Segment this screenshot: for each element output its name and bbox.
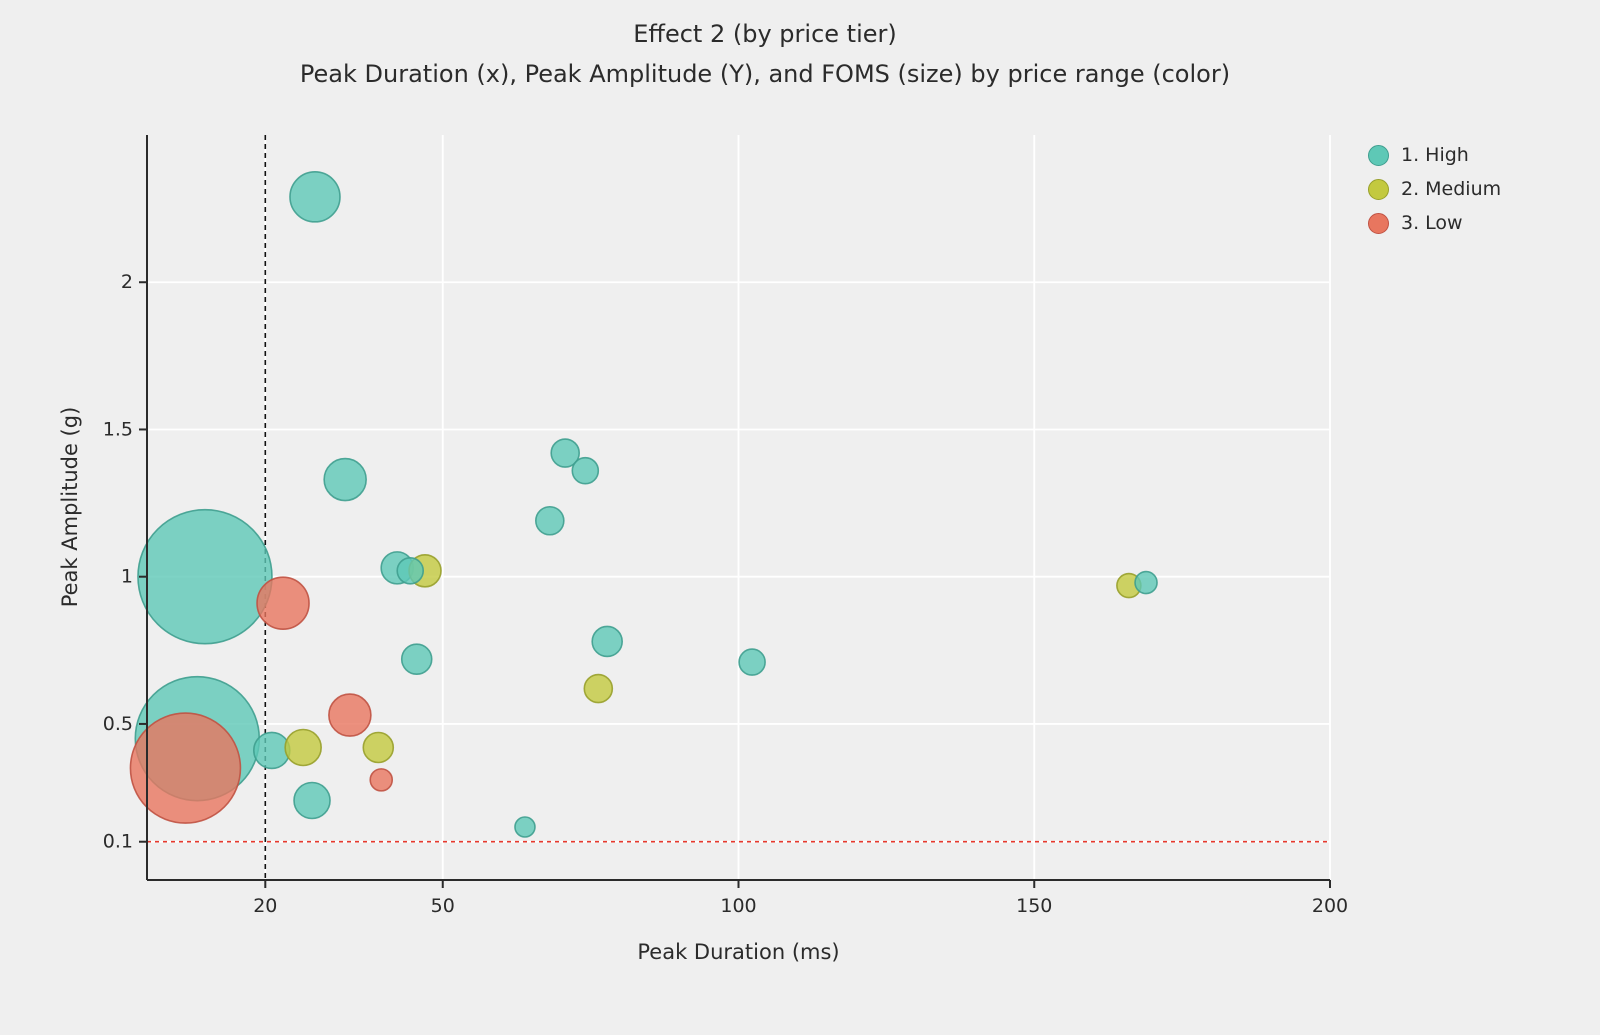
bubble <box>293 781 331 820</box>
bubble <box>129 712 242 824</box>
bubble <box>583 673 614 704</box>
bubble <box>253 731 291 770</box>
bubble <box>535 505 565 536</box>
bubble <box>323 457 367 502</box>
bubble <box>1134 570 1158 595</box>
legend-marker-icon <box>1368 144 1389 166</box>
chart-subtitle: Peak Duration (x), Peak Amplitude (Y), a… <box>299 60 1231 88</box>
chart-title: Effect 2 (by price tier) <box>633 20 897 48</box>
y-tick-label: 0.1 <box>103 831 133 853</box>
legend-item: 1. High <box>1368 144 1501 166</box>
bubble <box>400 643 433 675</box>
legend-label: 2. Medium <box>1401 178 1502 200</box>
x-tick-label: 200 <box>1312 895 1348 917</box>
bubble <box>550 438 580 468</box>
legend-item: 2. Medium <box>1368 178 1501 200</box>
x-axis-label: Peak Duration (ms) <box>637 940 840 964</box>
y-tick-label: 2 <box>121 271 133 293</box>
bubble <box>369 768 394 792</box>
x-tick-label: 150 <box>1016 895 1052 917</box>
y-tick-label: 1 <box>121 566 133 588</box>
y-tick-label: 1.5 <box>103 418 133 440</box>
x-tick-label: 50 <box>431 895 455 917</box>
legend-label: 1. High <box>1401 144 1469 166</box>
bubble <box>289 171 341 223</box>
legend-label: 3. Low <box>1401 212 1463 234</box>
bubble <box>362 731 395 764</box>
legend-marker-icon <box>1368 178 1389 200</box>
x-tick-label: 100 <box>720 895 756 917</box>
legend-item: 3. Low <box>1368 212 1501 234</box>
legend: 1. High 2. Medium 3. Low <box>1368 144 1501 234</box>
bubble <box>591 625 623 658</box>
bubble <box>514 816 536 838</box>
bubble <box>571 456 600 485</box>
bubble <box>284 728 322 767</box>
x-tick-label: 20 <box>253 895 277 917</box>
bubble <box>256 576 310 631</box>
y-axis-label: Peak Amplitude (g) <box>58 406 82 608</box>
legend-marker-icon <box>1368 212 1389 234</box>
bubble <box>137 508 273 645</box>
y-tick-label: 0.5 <box>103 713 133 735</box>
bubble <box>396 557 425 585</box>
bubble <box>328 693 372 737</box>
bubble <box>738 648 766 676</box>
